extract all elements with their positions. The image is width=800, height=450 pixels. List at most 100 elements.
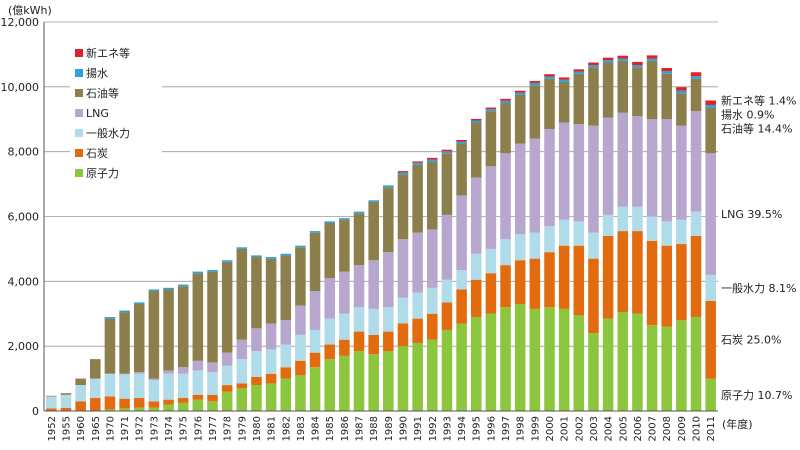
bar-segment xyxy=(485,109,497,112)
bar-segment xyxy=(192,273,204,361)
bar-segment xyxy=(339,219,350,272)
bar-segment xyxy=(646,119,658,217)
bar-segment xyxy=(705,274,716,301)
bar-segment xyxy=(90,378,101,399)
bar-segment xyxy=(646,60,658,120)
bar-segment xyxy=(309,329,321,353)
bar-segment xyxy=(412,292,423,319)
bar-segment xyxy=(339,355,350,411)
x-tick-label: 1971 xyxy=(120,416,131,441)
bar-segment xyxy=(353,265,365,308)
bar-segment xyxy=(119,374,130,399)
bar-segment xyxy=(104,316,116,319)
bar-segment xyxy=(705,100,716,105)
bar-segment xyxy=(133,304,145,373)
legend-label: 新エネ等 xyxy=(86,46,130,60)
bar-segment xyxy=(544,252,555,308)
bar-segment xyxy=(324,318,335,345)
annotation-label: 揚水 0.9% xyxy=(721,108,774,121)
x-tick-label: 1988 xyxy=(369,416,380,441)
bar-segment xyxy=(104,318,116,374)
bar-segment xyxy=(60,394,72,408)
bar-segment xyxy=(133,407,145,411)
bar-segment xyxy=(383,187,394,253)
bar-segment xyxy=(456,195,467,270)
bar-segment xyxy=(324,278,335,319)
bar-segment xyxy=(602,57,614,61)
y-tick-label: 2,000 xyxy=(8,340,40,353)
bar-segment xyxy=(265,383,277,411)
bar-segment xyxy=(207,271,218,363)
bar-segment xyxy=(617,231,629,313)
x-tick-label: 1995 xyxy=(472,416,483,441)
bar-segment xyxy=(397,297,409,324)
bar-segment xyxy=(207,362,218,373)
bar-segment xyxy=(500,103,511,154)
bar-segment xyxy=(324,221,335,223)
bar-segment xyxy=(295,334,306,361)
bar-segment xyxy=(500,98,511,101)
bar-segment xyxy=(500,239,511,266)
bar-segment xyxy=(309,231,321,233)
bar-segment xyxy=(544,76,555,79)
bar-segment xyxy=(192,370,204,395)
bar-segment xyxy=(397,346,409,411)
bar-segment xyxy=(46,395,57,397)
bar-segment xyxy=(324,344,335,360)
bar-segment xyxy=(412,161,423,163)
bar-segment xyxy=(119,373,130,375)
bar-segment xyxy=(295,360,306,376)
bar-segment xyxy=(602,60,614,63)
bar-segment xyxy=(588,258,599,334)
bar-segment xyxy=(353,213,365,266)
bar-segment xyxy=(397,323,409,347)
x-tick-label: 1952 xyxy=(47,416,58,441)
x-tick-label: 2002 xyxy=(574,416,585,441)
annotation-label: 石炭 25.0% xyxy=(721,334,781,347)
bar-segment xyxy=(353,351,365,411)
x-tick-label: 1986 xyxy=(340,416,351,441)
bar-segment xyxy=(221,261,233,353)
bar-segment xyxy=(383,252,394,308)
bar-segment xyxy=(573,315,585,411)
bar-segment xyxy=(676,93,687,126)
bar-segment xyxy=(339,339,350,356)
legend-swatch xyxy=(75,89,83,97)
bar-segment xyxy=(207,394,218,402)
x-tick-label: 1987 xyxy=(355,416,366,441)
bar-segment xyxy=(221,352,233,366)
bar-segment xyxy=(397,239,409,298)
bar-segment xyxy=(588,62,599,66)
bar-segment xyxy=(295,247,306,306)
bar-segment xyxy=(339,271,350,314)
bar-segment xyxy=(632,61,643,66)
bar-segment xyxy=(661,71,672,74)
x-axis-unit: (年度) xyxy=(722,417,753,431)
y-tick-label: 10,000 xyxy=(1,81,40,94)
bar-segment xyxy=(514,234,526,261)
bar-segment xyxy=(148,378,160,381)
bar-segment xyxy=(470,253,482,280)
x-tick-label: 1989 xyxy=(384,416,395,441)
bar-segment xyxy=(383,307,394,332)
bar-segment xyxy=(632,313,643,411)
x-tick-label: 2003 xyxy=(589,416,600,441)
bar-segment xyxy=(632,206,643,232)
bar-segment xyxy=(324,359,335,411)
annotation-label: LNG 39.5% xyxy=(721,208,782,221)
bar-segment xyxy=(236,248,248,340)
bar-segment xyxy=(397,171,409,173)
bar-segment xyxy=(90,359,101,379)
bar-segment xyxy=(441,279,453,303)
bar-segment xyxy=(119,408,130,411)
bar-segment xyxy=(119,310,130,313)
bar-segment xyxy=(383,331,394,352)
legend-swatch xyxy=(75,69,83,77)
x-tick-label: 2004 xyxy=(604,416,615,441)
bar-segment xyxy=(236,383,248,389)
bar-segment xyxy=(456,140,467,142)
bar-segment xyxy=(221,260,233,262)
bar-segment xyxy=(558,219,570,246)
y-tick-label: 0 xyxy=(32,405,39,418)
